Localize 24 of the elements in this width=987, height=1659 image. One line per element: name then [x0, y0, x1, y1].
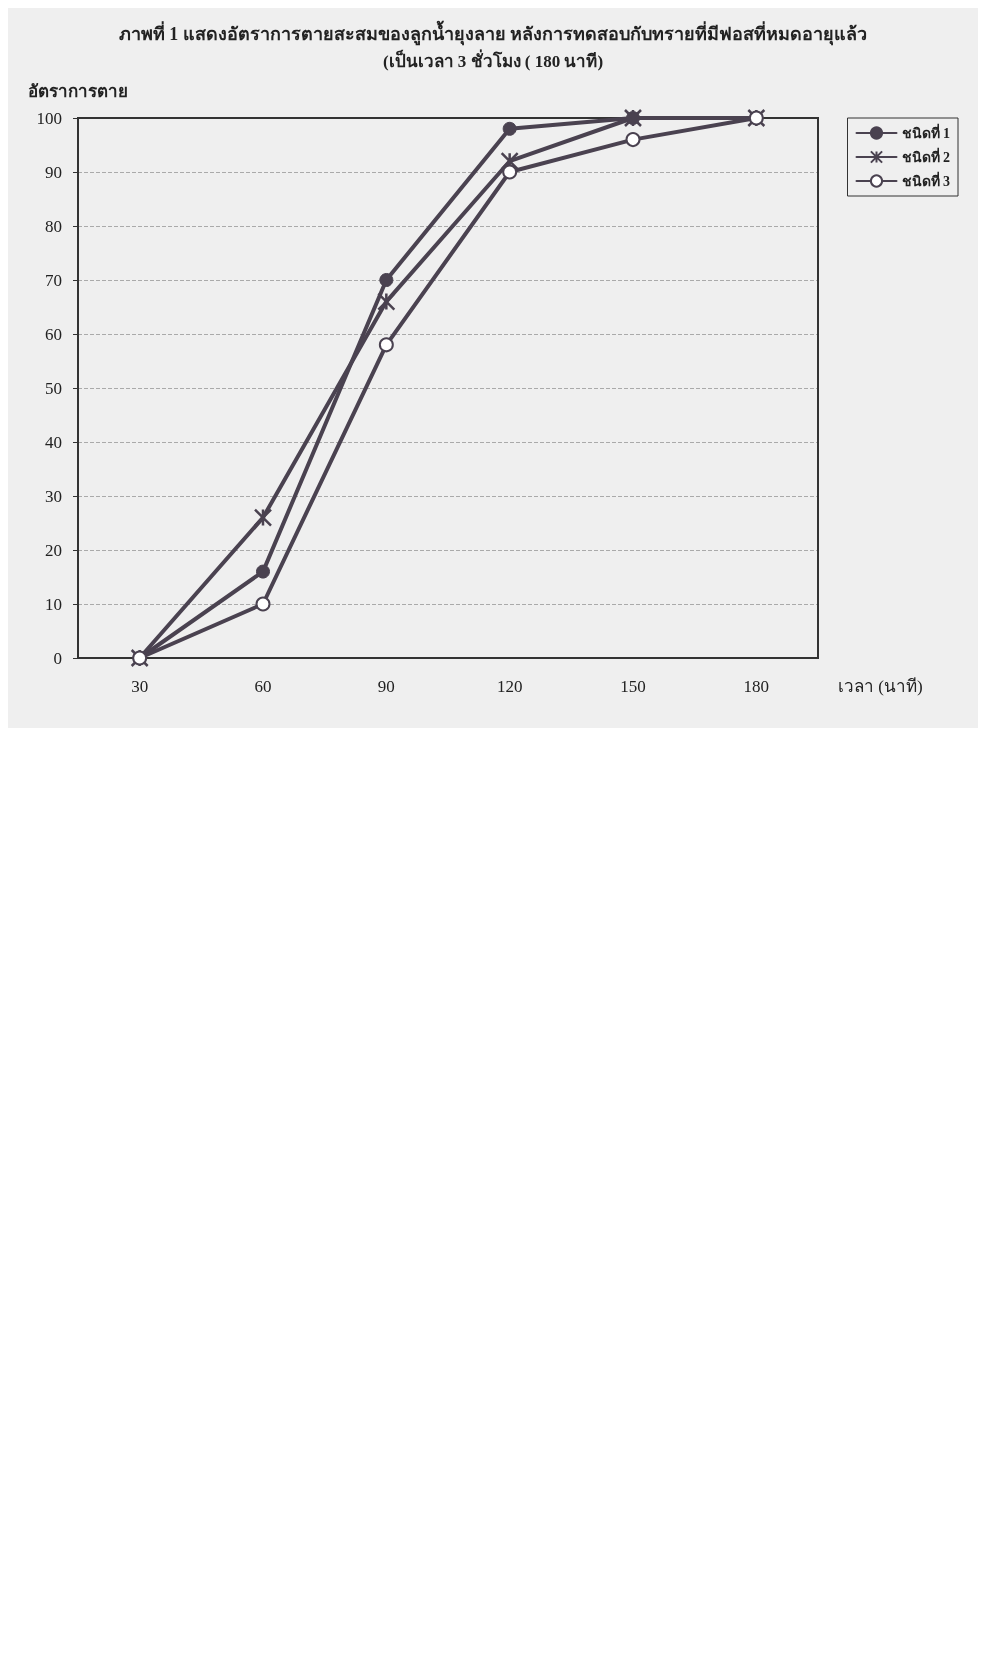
chart-subtitle: (เป็นเวลา 3 ชั่วโมง ( 180 นาที) — [382, 49, 604, 71]
y-tick-label: 50 — [45, 378, 62, 398]
y-tick-label: 10 — [45, 594, 62, 614]
y-tick-label: 40 — [45, 432, 62, 452]
x-tick-label: 60 — [254, 677, 272, 696]
y-tick-label: 90 — [45, 162, 62, 182]
x-tick-label: 90 — [377, 677, 395, 696]
y-tick-label: 100 — [36, 108, 62, 128]
y-tick-label: 30 — [45, 486, 62, 506]
x-axis-title: เวลา (นาที) — [838, 677, 923, 696]
y-tick-label: 20 — [45, 540, 62, 560]
y-tick-label: 60 — [45, 324, 62, 344]
legend-label: ชนิดที่ 1 — [901, 122, 950, 141]
x-tick-label: 120 — [496, 677, 523, 696]
legend-label: ชนิดที่ 3 — [901, 170, 950, 189]
chart-title: ภาพที่ 1 แสดงอัตราการตายสะสมของลูกน้ำยุงลาย หลังการทดสอบกับทรายที่มีฟอสที่หมดอายุแล้ว — [118, 20, 868, 46]
y-tick-label: 80 — [45, 216, 62, 236]
x-tick-label: 180 — [743, 677, 770, 696]
legend-label: ชนิดที่ 2 — [901, 146, 950, 165]
x-tick-label: 30 — [131, 677, 149, 696]
y-tick-label: 0 — [53, 648, 62, 668]
y-tick-label: 70 — [45, 270, 62, 290]
y-axis-title: อัตราการตาย — [28, 82, 128, 101]
x-tick-label: 150 — [620, 677, 646, 696]
